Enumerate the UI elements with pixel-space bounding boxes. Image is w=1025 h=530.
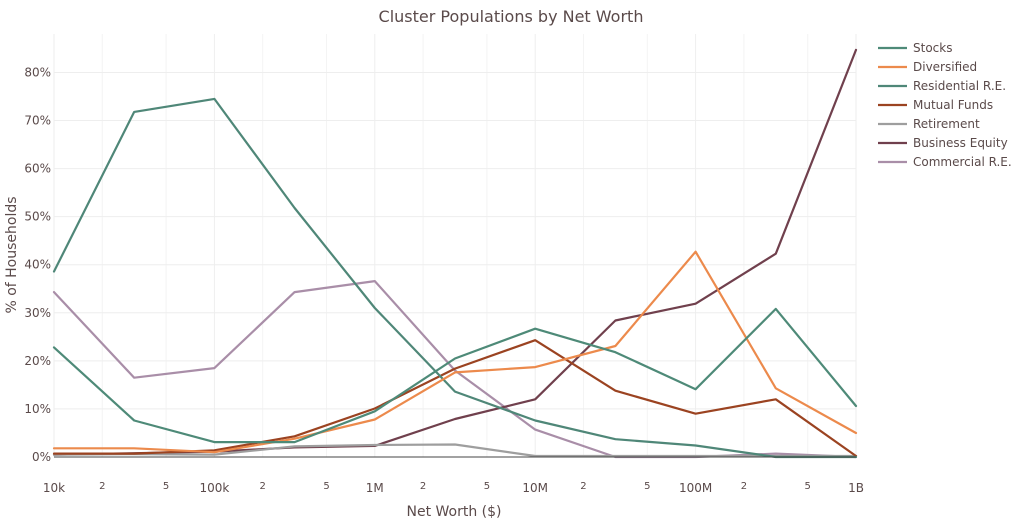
x-tick-label: 1M: [366, 481, 384, 495]
series-line-retirement[interactable]: [52, 443, 858, 458]
legend-label: Business Equity: [913, 136, 1008, 150]
x-minor-tick-label: 5: [805, 481, 811, 492]
y-tick-label: 20%: [24, 354, 51, 368]
series-line-stocks[interactable]: [52, 307, 858, 444]
axis-layer: 10k 100k 1M 10M 100M 1B2 5 2 5 2 5 2 5 2 50%10%20%30%4…: [24, 65, 864, 495]
legend-item[interactable]: Mutual Funds: [878, 98, 993, 112]
x-minor-tick-label: 2: [99, 481, 105, 492]
y-tick-label: 60%: [24, 162, 51, 176]
legend-label: Stocks: [913, 41, 952, 55]
legend-item[interactable]: Business Equity: [878, 136, 1008, 150]
x-minor-tick-label: 5: [163, 481, 169, 492]
x-minor-tick-label: 2: [259, 481, 265, 492]
legend-label: Commercial R.E.: [913, 155, 1012, 169]
y-tick-label: 70%: [24, 114, 51, 128]
x-tick-label: 1B: [848, 481, 864, 495]
y-axis-title: % of Households: [4, 196, 20, 313]
x-tick-label: 10M: [522, 481, 548, 495]
y-tick-label: 80%: [24, 65, 51, 79]
legend-label: Residential R.E.: [913, 79, 1006, 93]
legend-item[interactable]: Diversified: [878, 60, 977, 74]
legend-item[interactable]: Commercial R.E.: [878, 155, 1012, 169]
legend-item[interactable]: Stocks: [878, 41, 952, 55]
y-tick-label: 30%: [24, 306, 51, 320]
series-line-business-equity[interactable]: [52, 48, 858, 456]
legend-item[interactable]: Residential R.E.: [878, 79, 1006, 93]
x-axis-title: Net Worth ($): [406, 504, 501, 520]
x-minor-tick-label: 2: [741, 481, 747, 492]
series-layer: [52, 48, 858, 459]
x-minor-tick-label: 5: [323, 481, 329, 492]
y-tick-label: 50%: [24, 210, 51, 224]
y-tick-label: 10%: [24, 402, 51, 416]
x-tick-label: 10k: [43, 481, 65, 495]
x-tick-label: 100M: [679, 481, 712, 495]
x-tick-label: 100k: [199, 481, 229, 495]
x-minor-tick-label: 2: [420, 481, 426, 492]
legend-item[interactable]: Retirement: [878, 117, 980, 131]
grid-layer: [53, 34, 857, 458]
x-minor-tick-label: 2: [580, 481, 586, 492]
y-tick-label: 40%: [24, 258, 51, 272]
legend-label: Diversified: [913, 60, 977, 74]
legend: Stocks Diversified Residential R.E. Mutual …: [878, 41, 1012, 169]
x-minor-tick-label: 5: [484, 481, 490, 492]
chart-title: Cluster Populations by Net Worth: [379, 7, 644, 26]
series-line-diversified[interactable]: [52, 250, 858, 454]
x-minor-tick-label: 5: [644, 481, 650, 492]
legend-label: Mutual Funds: [913, 98, 993, 112]
series-line-residential-r-e[interactable]: [52, 97, 858, 459]
y-tick-label: 0%: [32, 450, 51, 464]
legend-label: Retirement: [913, 117, 980, 131]
